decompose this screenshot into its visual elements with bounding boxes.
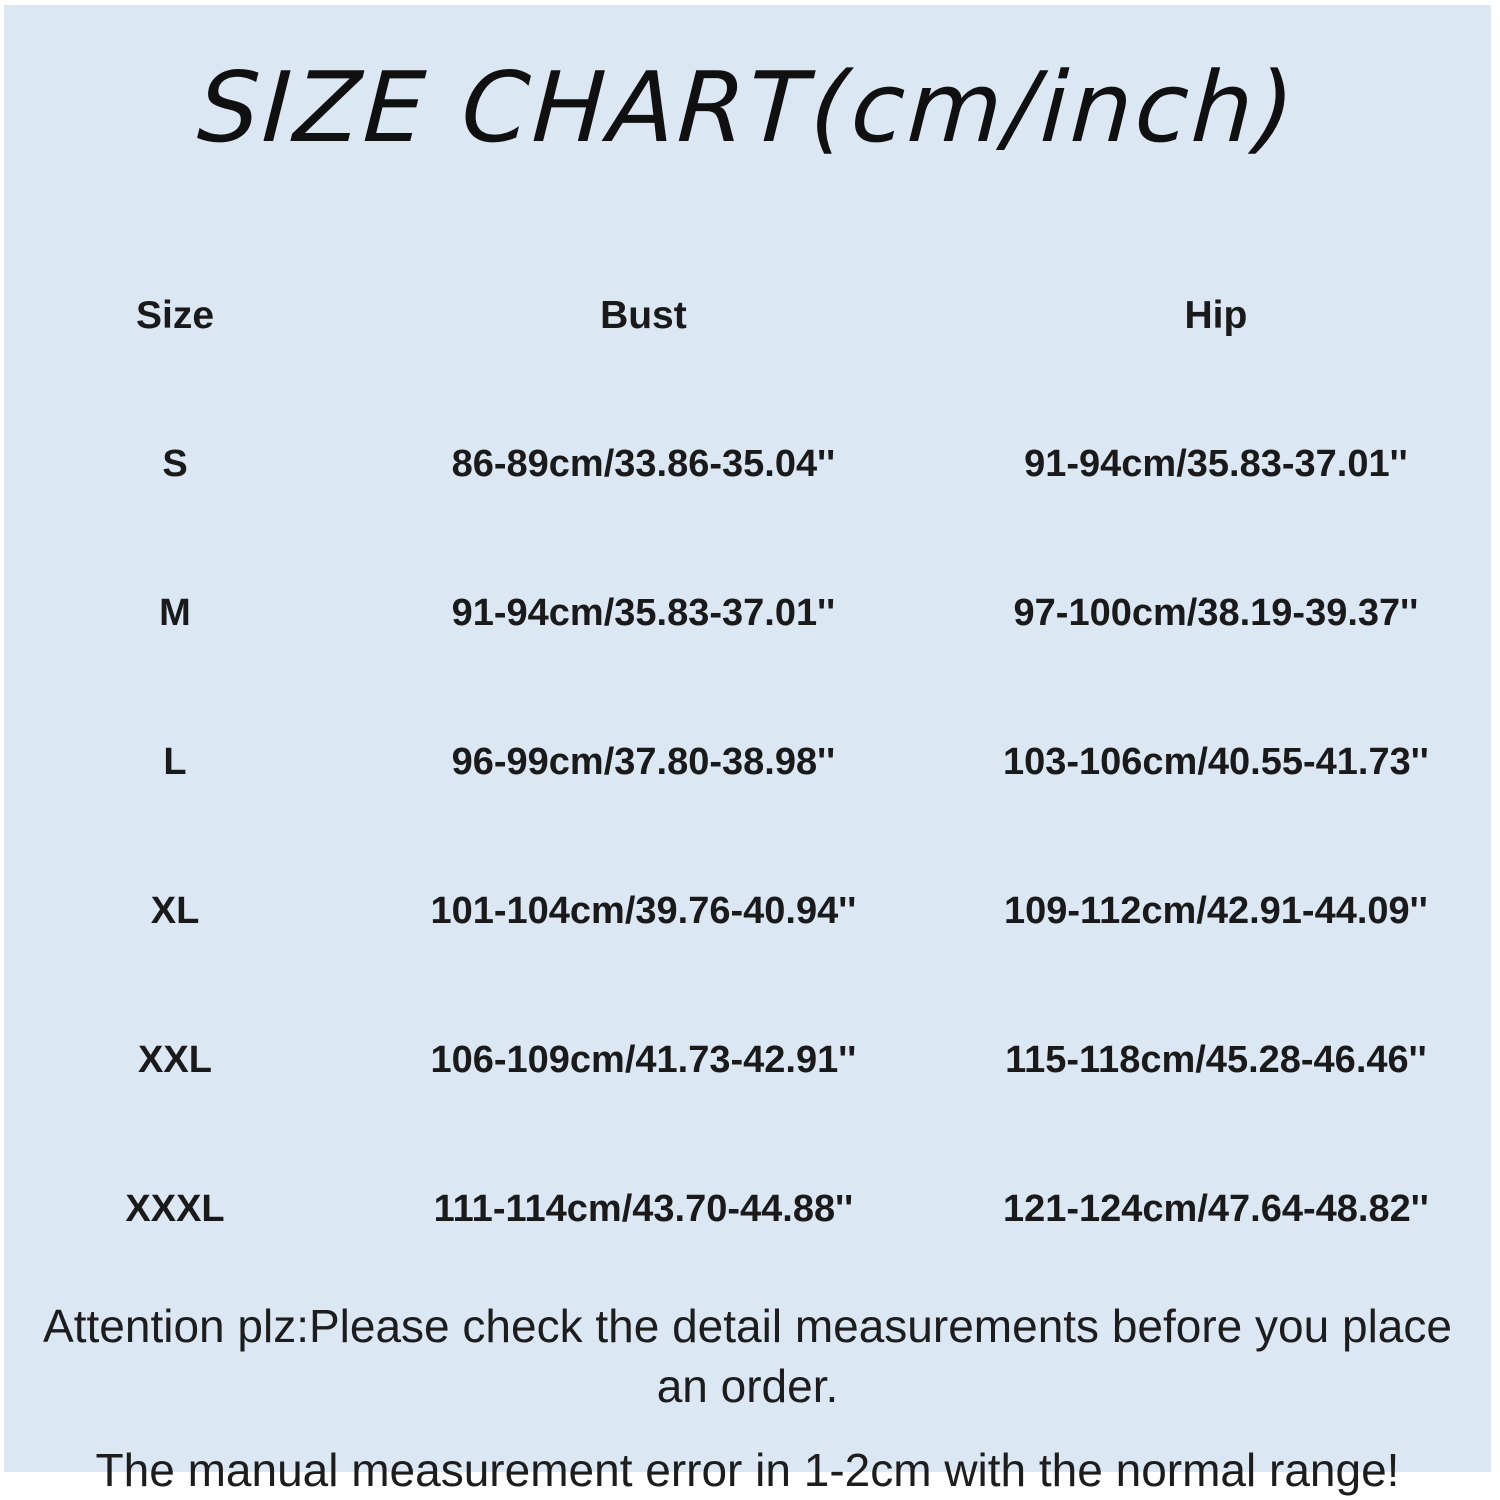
footer-attention-text: Attention plz:Please check the detail me…: [43, 1300, 1452, 1412]
size-chart-sheet: SIZE CHART(cm/inch) Size Bust Hip S 86-8…: [4, 5, 1491, 1496]
table-row: S 86-89cm/33.86-35.04'' 91-94cm/35.83-37…: [4, 390, 1491, 539]
table-row: M 91-94cm/35.83-37.01'' 97-100cm/38.19-3…: [4, 539, 1491, 688]
size-cell: XL: [150, 890, 200, 932]
size-cell: M: [159, 592, 191, 634]
bust-cell: 86-89cm/33.86-35.04'': [451, 443, 836, 485]
hip-cell: 103-106cm/40.55-41.73'': [1002, 741, 1429, 783]
column-header-size: Size: [135, 293, 215, 337]
hip-cell: 121-124cm/47.64-48.82'': [1002, 1188, 1429, 1230]
size-cell: L: [163, 741, 187, 783]
size-cell: XXXL: [125, 1188, 225, 1230]
bust-cell: 101-104cm/39.76-40.94'': [430, 890, 857, 932]
bust-cell: 111-114cm/43.70-44.88'': [433, 1188, 854, 1230]
table-row: XXL 106-109cm/41.73-42.91'' 115-118cm/45…: [4, 986, 1491, 1135]
bust-cell: 96-99cm/37.80-38.98'': [451, 741, 836, 783]
page-title: SIZE CHART(cm/inch): [195, 51, 1300, 164]
table-row: XXXL 111-114cm/43.70-44.88'' 121-124cm/4…: [4, 1135, 1491, 1284]
bust-cell: 106-109cm/41.73-42.91'': [430, 1039, 857, 1081]
column-header-bust: Bust: [600, 293, 687, 337]
table-header-row: Size Bust Hip: [4, 241, 1491, 390]
hip-cell: 91-94cm/35.83-37.01'': [1024, 443, 1408, 485]
size-cell: XXL: [138, 1039, 212, 1081]
footer-tolerance-text: The manual measurement error in 1-2cm wi…: [95, 1444, 1400, 1496]
hip-cell: 115-118cm/45.28-46.46'': [1005, 1039, 1427, 1081]
size-cell: S: [162, 443, 188, 485]
bust-cell: 91-94cm/35.83-37.01'': [451, 592, 836, 634]
size-table: Size Bust Hip S 86-89cm/33.86-35.04'' 91…: [4, 241, 1491, 1284]
table-row: L 96-99cm/37.80-38.98'' 103-106cm/40.55-…: [4, 688, 1491, 837]
hip-cell: 109-112cm/42.91-44.09'': [1004, 890, 1428, 932]
table-row: XL 101-104cm/39.76-40.94'' 109-112cm/42.…: [4, 837, 1491, 986]
hip-cell: 97-100cm/38.19-39.37'': [1013, 592, 1419, 634]
column-header-hip: Hip: [1184, 293, 1248, 337]
footer-notes: Attention plz:Please check the detail me…: [4, 1296, 1491, 1500]
